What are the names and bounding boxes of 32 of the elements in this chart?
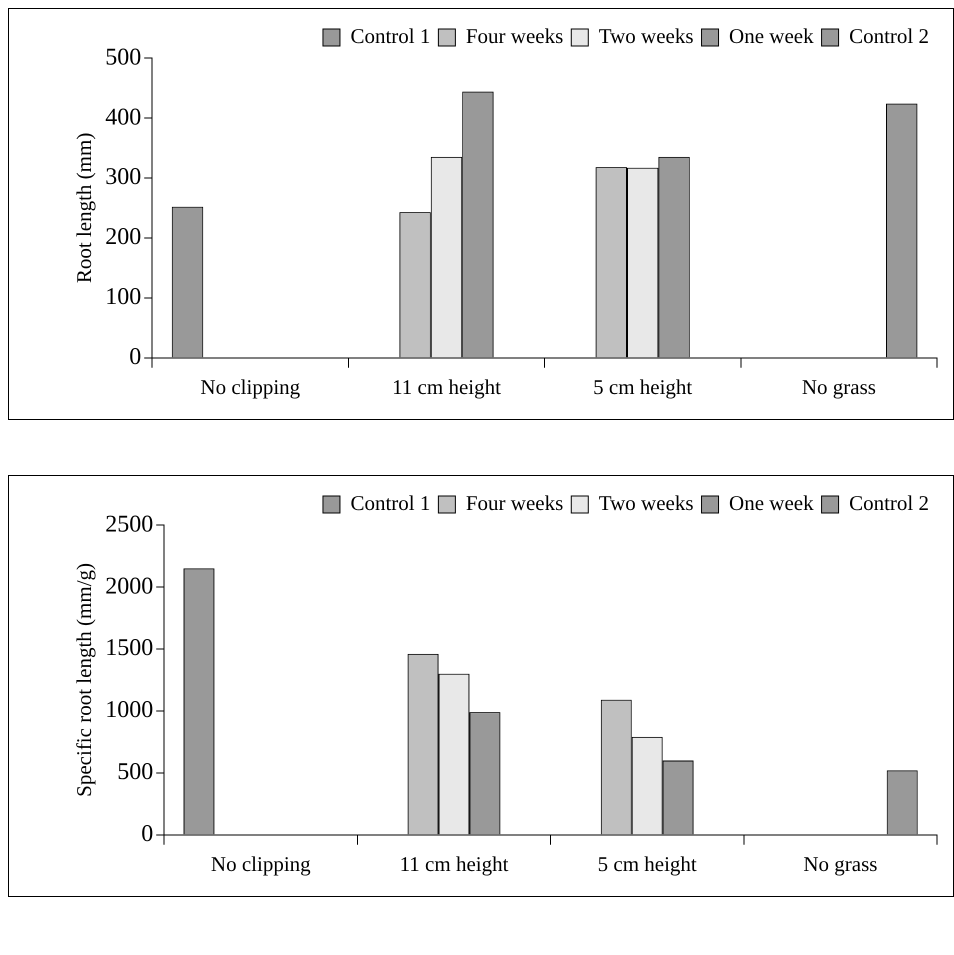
legend-label: Two weeks [598, 24, 694, 48]
x-tick-label: No clipping [210, 852, 312, 876]
y-tick-label: 500 [105, 44, 142, 70]
legend-label: Control 1 [350, 491, 430, 516]
y-tick-label: 2000 [105, 573, 154, 600]
y-tick-label: 0 [129, 344, 142, 370]
y-tick-label: 100 [105, 284, 142, 310]
legend-label: Control 2 [849, 491, 930, 516]
y-tick-label: 200 [105, 224, 142, 250]
y-tick-label: 1500 [105, 635, 154, 662]
x-tick-label: 11 cm height [400, 852, 509, 876]
y-tick-label: 2500 [105, 511, 154, 538]
legend-label: Control 1 [350, 24, 430, 48]
x-tick-label: No clipping [200, 374, 301, 399]
y-tick-label: 300 [105, 164, 142, 190]
y-tick-label: 400 [105, 104, 142, 130]
legend-label: One week [729, 24, 814, 48]
y-tick-label: 500 [117, 759, 154, 786]
y-tick-label: 1000 [105, 697, 154, 724]
legend-label: Four weeks [466, 24, 564, 48]
y-tick-label: 0 [141, 821, 154, 848]
legend-label: Two weeks [598, 491, 694, 516]
x-tick-label: No grass [803, 852, 878, 876]
y-axis-title: Root length (mm) [72, 132, 96, 284]
x-tick-label: No grass [802, 374, 876, 399]
x-tick-label: 5 cm height [593, 374, 692, 399]
legend-label: One week [729, 491, 814, 516]
y-axis-title: Specific root length (mm/g) [72, 562, 96, 797]
legend-label: Control 2 [849, 24, 930, 48]
x-tick-label: 5 cm height [598, 852, 697, 876]
x-tick-label: 11 cm height [392, 374, 502, 399]
legend-label: Four weeks [466, 491, 564, 516]
